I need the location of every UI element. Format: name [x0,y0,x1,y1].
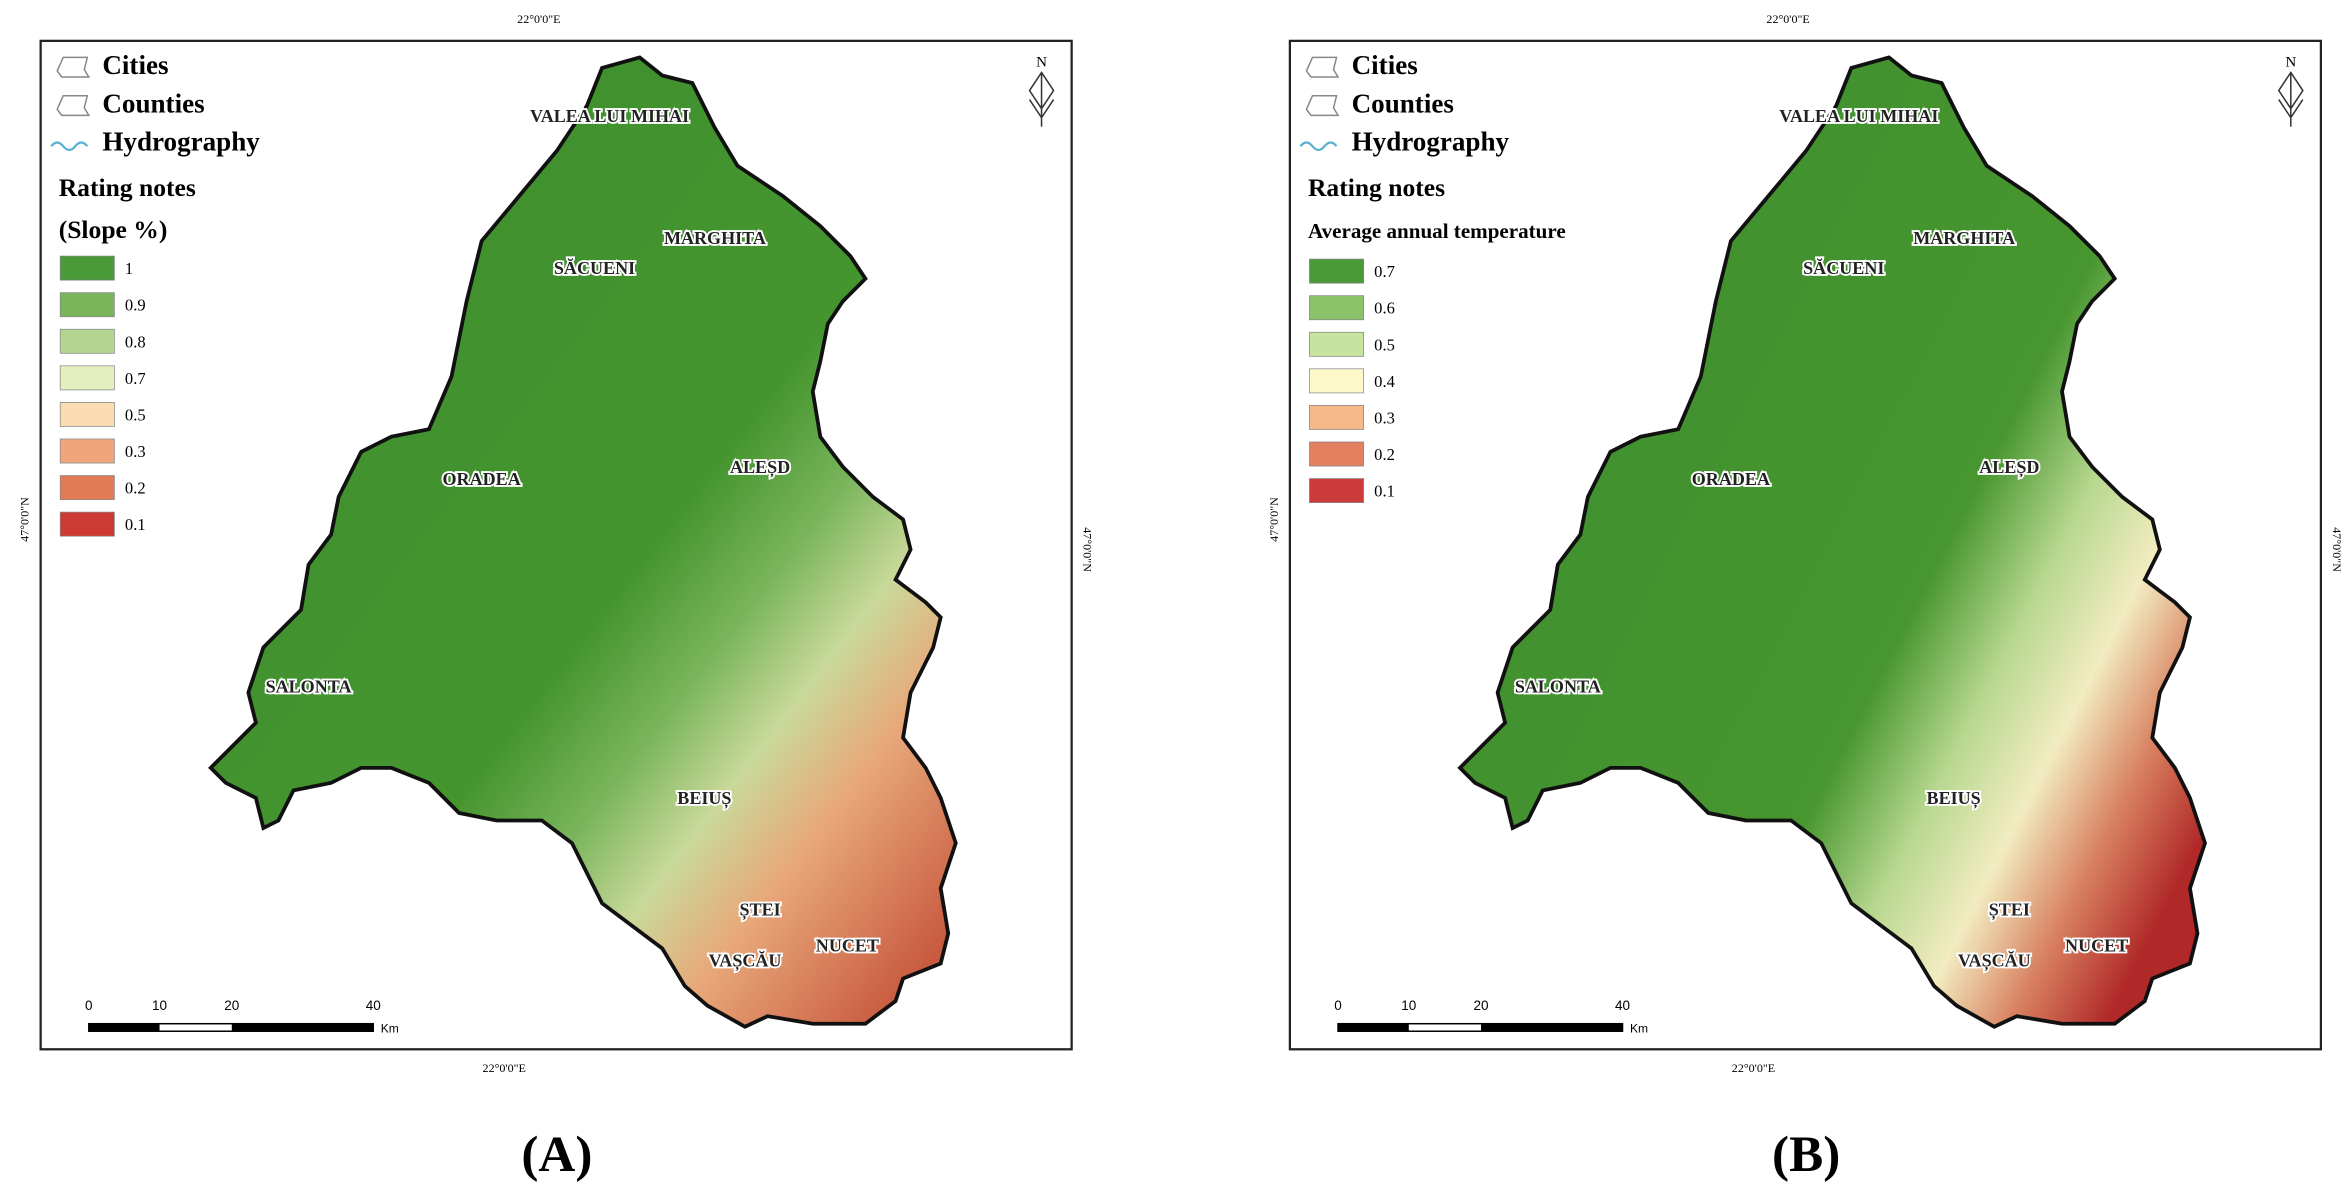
legend-swatch [1309,441,1365,467]
scale-bar [1338,1023,1409,1032]
city-label: MARGHITA [1913,228,2015,248]
panel-caption: (A) [521,1126,592,1183]
legend-layer-label: Counties [102,88,204,118]
legend-label: 0.5 [1374,335,1395,354]
city-label: ORADEA [443,469,521,489]
legend-layer-label: Hydrography [1352,127,1510,157]
city-label: VALEA LUI MIHAI [530,106,689,126]
legend-swatch [59,255,115,281]
legend-swatch [59,438,115,464]
city-label: VAȘCĂU [709,950,782,972]
legend-layer-icon [1305,56,1340,78]
region-raster [208,55,958,1029]
city-label: SĂCUENI [1803,257,1884,278]
city-label: VALEA LUI MIHAI [1779,106,1938,126]
legend-label: 0.7 [125,369,146,388]
legend-label: 0.1 [125,515,146,534]
city-label: ORADEA [1692,469,1770,489]
city-label: NUCET [816,935,879,955]
legend-layer-icon [56,56,91,78]
coordinate-label: 22°0'0"E [1732,1061,1775,1075]
scale-bar [1481,1023,1623,1032]
legend-label: 0.7 [1374,262,1395,281]
scale-label: 40 [1615,998,1630,1013]
legend-title: Rating notes [59,173,196,202]
legend-layer-label: Cities [1352,50,1418,80]
legend-swatch [59,475,115,500]
north-label: N [1036,54,1047,70]
scale-bar [88,1023,160,1032]
map-panel: 22°0'0"E 22°0'0"E 47°0'0"N 47°0'0"N N Cities C… [1267,12,2344,1183]
legend-subtitle: Average annual temperature [1308,219,1566,243]
city-label: ALEȘD [1979,457,2039,478]
legend-swatch [1309,295,1365,321]
city-label: NUCET [2065,935,2128,955]
city-label: VAȘCĂU [1958,950,2031,972]
legend-layer-icon [1299,141,1338,152]
legend-swatch [59,511,115,537]
map-frame [39,39,1073,1051]
map-panel: 22°0'0"E 22°0'0"E 47°0'0"N 47°0'0"N N Cities C… [18,12,1095,1183]
scale-label: 40 [366,998,381,1013]
legend-label: 0.2 [125,479,146,498]
map-frame [1288,39,2323,1051]
legend-label: 0.4 [1374,372,1395,391]
legend-subtitle: (Slope %) [59,215,168,244]
scale-label: 20 [224,998,239,1013]
city-label: MARGHITA [664,228,766,248]
legend-layer-icon [56,95,91,117]
scale-label: 20 [1474,998,1489,1013]
legend-label: 0.3 [125,442,146,461]
city-label: BEIUȘ [1927,788,1981,809]
scale-label: 10 [152,998,167,1013]
city-label: ȘTEI [1989,899,2030,920]
legend-swatch [1309,368,1365,394]
coordinate-label: 47°0'0"N [1081,527,1095,572]
scale-unit: Km [1630,1022,1648,1036]
scale-bar [231,1023,374,1032]
legend-layer-label: Hydrography [102,127,260,157]
legend-swatch [1309,405,1365,430]
coordinate-label: 22°0'0"E [517,12,560,26]
city-label: BEIUȘ [677,788,731,809]
city-label: SALONTA [1515,677,1601,697]
coordinate-label: 47°0'0"N [1267,497,1281,542]
legend-swatch [1309,478,1365,504]
coordinate-label: 47°0'0"N [2330,527,2344,572]
city-label: SALONTA [266,677,352,697]
legend-title: Rating notes [1308,173,1445,202]
city-label: ALEȘD [730,457,790,478]
scale-label: 0 [85,998,93,1013]
north-label: N [2285,54,2296,70]
city-label: SĂCUENI [554,257,635,278]
legend-label: 0.2 [1374,445,1395,464]
scale-label: 0 [1334,998,1342,1013]
legend-swatch [59,328,115,354]
legend-label: 0.6 [1374,299,1395,318]
legend-label: 0.9 [125,296,146,315]
legend-layer-label: Counties [1352,88,1454,118]
scale-unit: Km [381,1022,399,1036]
legend-label: 1 [125,259,133,278]
coordinate-label: 47°0'0"N [18,497,32,542]
region-raster [1457,55,2207,1029]
legend-label: 0.3 [1374,408,1395,427]
legend-swatch [59,292,115,318]
city-label: ȘTEI [740,899,781,920]
legend-layer-label: Cities [102,50,168,80]
panel-caption: (B) [1772,1126,1840,1183]
legend-swatch [59,365,115,391]
scale-label: 10 [1401,998,1416,1013]
legend-label: 0.5 [125,405,146,424]
legend-swatch [59,402,115,427]
coordinate-label: 22°0'0"E [1766,12,1809,26]
legend-layer-icon [1305,95,1340,117]
legend-swatch [1309,258,1365,284]
legend-label: 0.8 [125,332,146,351]
coordinate-label: 22°0'0"E [483,1061,526,1075]
legend-layer-icon [50,141,89,152]
legend-label: 0.1 [1374,482,1395,501]
legend-swatch [1309,331,1365,357]
